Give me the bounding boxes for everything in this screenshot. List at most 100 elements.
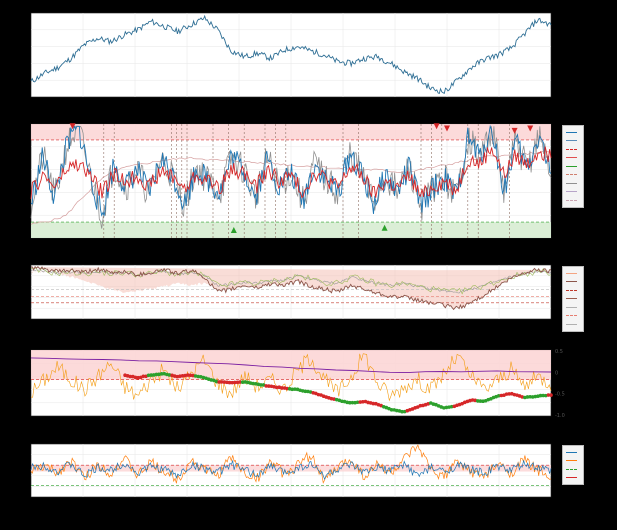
trend-dot — [533, 394, 538, 399]
trend-dot — [293, 387, 297, 391]
trend-dot — [217, 380, 221, 384]
trend-dot — [240, 380, 245, 384]
trend-dot — [285, 386, 289, 391]
legend-swatch — [566, 131, 577, 133]
panel-5 — [30, 443, 552, 498]
peak-marker — [433, 123, 440, 130]
legend-entry — [566, 137, 580, 146]
panel-1 — [30, 12, 552, 98]
upper-band — [31, 465, 551, 472]
legend-entry — [566, 448, 580, 457]
peak-marker — [444, 125, 450, 132]
y-tick-label: 0.5 — [555, 349, 563, 355]
legend-swatch — [566, 323, 577, 325]
trend-dot — [389, 408, 394, 412]
trend-dot — [496, 393, 501, 398]
legend-swatch — [566, 182, 577, 184]
legend-swatch — [566, 148, 577, 150]
trend-dot — [395, 408, 399, 413]
trend-dot — [188, 373, 193, 378]
panel-3 — [30, 264, 552, 320]
trend-dot — [185, 373, 190, 377]
legend-entry — [566, 171, 580, 180]
trend-dot — [400, 409, 404, 414]
trend-dot — [128, 374, 133, 379]
legend-panel-3 — [562, 266, 584, 332]
trend-dot — [235, 380, 240, 385]
overbought-zone — [31, 124, 551, 140]
y-tick-label: -1.0 — [555, 413, 565, 419]
y-tick-label: 0 — [555, 370, 558, 376]
trend-dot — [233, 380, 237, 385]
legend-swatch — [566, 140, 577, 142]
trough-marker — [230, 227, 237, 234]
series-line-price — [30, 14, 552, 95]
legend-swatch — [566, 468, 577, 470]
trend-dot — [141, 374, 146, 379]
legend-panel-5 — [562, 445, 584, 485]
trend-dot — [196, 374, 201, 379]
trend-dot — [499, 393, 504, 398]
trend-dot — [355, 400, 360, 405]
difference-fill — [31, 266, 551, 310]
trend-dot — [238, 380, 242, 384]
trend-dot — [358, 400, 363, 404]
trend-dot — [136, 375, 140, 380]
trend-dot — [290, 387, 295, 392]
trend-dot — [361, 399, 365, 404]
trend-dot — [476, 399, 480, 403]
trend-dot — [449, 404, 454, 409]
legend-swatch — [566, 289, 577, 291]
series-line-blue — [30, 124, 552, 217]
legend-entry — [566, 278, 580, 287]
trend-dot — [154, 372, 159, 377]
legend-entry — [566, 196, 580, 205]
legend-swatch — [566, 306, 577, 308]
trend-dot — [180, 373, 185, 378]
trend-dot — [538, 393, 543, 398]
trough-marker — [381, 224, 388, 231]
peak-marker — [511, 127, 518, 134]
trend-dot — [507, 392, 511, 396]
legend-entry — [566, 128, 580, 137]
trend-dot — [159, 372, 164, 376]
legend-swatch — [566, 165, 577, 167]
trend-dot — [418, 403, 423, 408]
legend-swatch — [566, 281, 577, 283]
series-line-red — [30, 146, 552, 200]
legend-swatch — [566, 174, 577, 176]
legend-swatch — [566, 451, 577, 453]
trend-dot — [546, 393, 551, 397]
trend-dot — [303, 389, 308, 394]
oversold-zone — [31, 222, 551, 238]
trend-dot — [504, 392, 509, 396]
legend-entry — [566, 162, 580, 171]
series-line-brown — [30, 265, 551, 311]
trend-dot — [225, 380, 229, 385]
legend-entry — [566, 312, 580, 321]
trend-dot — [280, 386, 284, 390]
legend-entry — [566, 457, 580, 466]
trend-dot — [251, 381, 255, 386]
legend-swatch — [566, 315, 577, 317]
trend-dot — [274, 385, 279, 390]
trend-dot — [478, 399, 483, 403]
series-line-purple — [30, 357, 552, 374]
legend-swatch — [566, 477, 577, 479]
legend-entry — [566, 286, 580, 295]
y-tick-label: -0.5 — [555, 392, 565, 398]
legend-entry — [566, 188, 580, 197]
legend-swatch — [566, 191, 577, 193]
trend-dot — [266, 384, 271, 388]
legend-swatch — [566, 199, 577, 201]
legend-entry — [566, 320, 580, 329]
legend-entry — [566, 465, 580, 474]
trend-dot — [264, 384, 268, 388]
trend-dot — [259, 383, 263, 387]
legend-swatch — [566, 157, 577, 159]
trend-dot — [146, 373, 151, 378]
trend-dot — [347, 400, 352, 405]
legend-swatch — [566, 272, 577, 274]
